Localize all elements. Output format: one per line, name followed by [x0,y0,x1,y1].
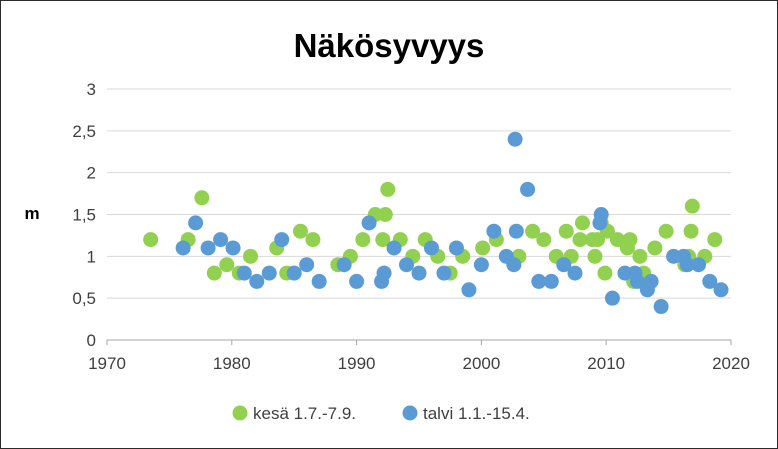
y-tick-label: 1,5 [72,206,96,225]
data-point [707,232,723,248]
data-point [292,223,308,239]
data-point [683,223,699,239]
data-point [436,265,452,281]
x-tick-label: 2010 [587,354,625,373]
y-tick-label: 3 [87,80,96,99]
data-point [543,273,559,289]
x-tick-label: 1990 [338,354,376,373]
data-point [206,265,222,281]
y-axis-label: m [24,204,39,223]
data-point [593,207,609,222]
data-point [520,181,536,197]
data-point [175,240,191,256]
series-talvi [175,131,729,315]
data-point [531,273,547,289]
data-point [536,232,552,248]
gridlines [107,88,731,299]
data-point [299,257,315,273]
data-point [355,232,371,248]
data-point [679,257,695,273]
data-point [448,240,464,256]
data-point [349,273,365,289]
y-tick-label: 1 [87,247,96,266]
y-tick-label: 0,5 [72,289,96,308]
data-point [609,232,625,248]
x-tick-labels: 1970 1980 1990 2000 2010 2020 [88,354,750,373]
data-point [376,265,392,281]
data-point [713,282,729,298]
data-point [587,248,603,264]
data-point [200,240,216,256]
data-point [194,190,210,206]
data-point [377,207,393,222]
data-point [261,265,277,281]
y-tick-label: 0 [87,331,96,350]
series-kesa [143,181,723,289]
axes [106,339,732,345]
x-tick-label: 2020 [712,354,750,373]
data-points [143,131,729,315]
data-point [399,257,415,273]
data-point [647,240,663,256]
data-point [653,299,669,315]
data-point [305,232,321,248]
legend-marker [402,405,418,421]
data-point [213,232,229,248]
data-point [475,240,491,256]
y-tick-label: 2 [87,164,96,183]
data-point [622,232,638,248]
data-point [473,257,489,273]
data-point [461,282,477,298]
data-point [629,273,645,289]
data-point [380,181,396,197]
data-point [411,265,427,281]
data-point [604,290,620,306]
chart-title: Näkösyvyys [294,27,485,64]
data-point [188,215,204,231]
x-tick-label: 1970 [88,354,126,373]
data-point [506,257,522,273]
data-point [386,240,402,256]
data-point [486,223,502,239]
data-point [508,223,524,239]
data-point [143,232,159,248]
data-point [658,223,674,239]
legend-marker [232,405,248,421]
x-tick-label: 2000 [462,354,500,373]
data-point [219,257,235,273]
legend: kesä 1.7.-7.9. talvi 1.1.-15.4. [232,404,530,423]
data-point [375,232,391,248]
data-point [361,215,377,231]
data-point [567,265,583,281]
data-point [274,232,290,248]
legend-label: talvi 1.1.-15.4. [423,404,530,423]
data-point [286,265,302,281]
x-tick-label: 1980 [213,354,251,373]
data-point [589,232,605,248]
data-point [597,265,613,281]
data-point [525,223,541,239]
data-point [684,198,700,214]
data-point [643,273,659,289]
data-point [556,257,572,273]
data-point [558,223,574,239]
data-point [632,248,648,264]
data-point [691,257,707,273]
data-point [236,265,252,281]
data-point [574,215,590,231]
y-tick-labels: 0 0,5 1 1,5 2 2,5 3 [72,80,96,350]
data-point [423,240,439,256]
y-tick-label: 2,5 [72,122,96,141]
data-point [702,273,718,289]
data-point [336,257,352,273]
data-point [311,273,327,289]
data-point [572,232,588,248]
data-point [243,248,259,264]
data-point [507,131,523,147]
legend-label: kesä 1.7.-7.9. [253,404,356,423]
data-point [225,240,241,256]
data-point [249,273,265,289]
